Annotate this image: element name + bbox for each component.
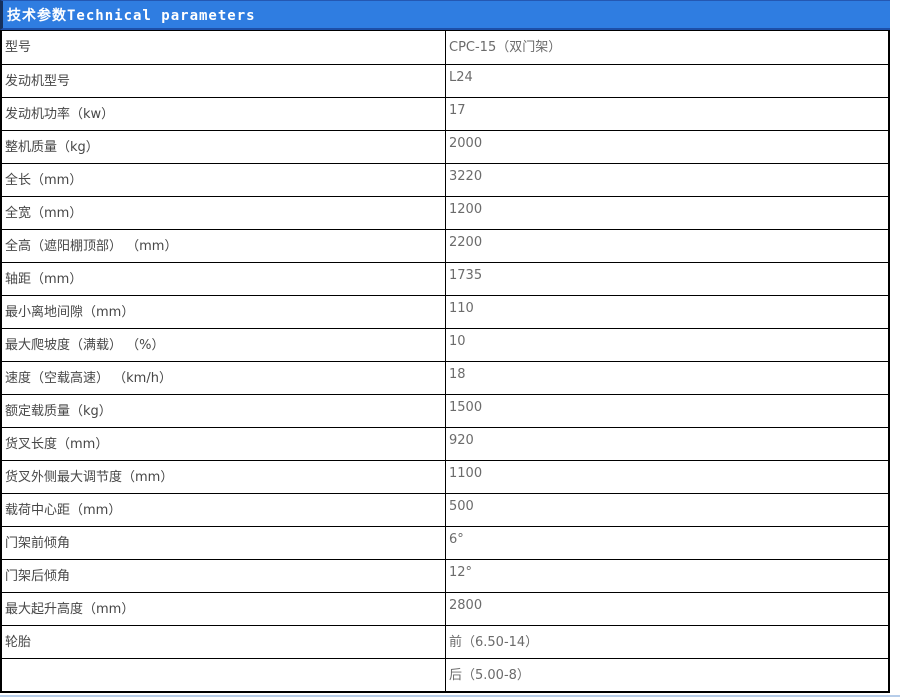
table-row: 载荷中心距（mm） 500 <box>2 493 888 526</box>
param-label-cell: 载荷中心距（mm） <box>2 494 446 526</box>
table-row: 货叉外侧最大调节度（mm） 1100 <box>2 460 888 493</box>
param-value-cell: 3220 <box>449 169 483 184</box>
param-label-cell: 整机质量（kg） <box>2 131 446 163</box>
param-value-cell: 后（5.00-8） <box>449 668 530 683</box>
param-label-cell: 最大起升高度（mm） <box>2 593 446 625</box>
table-row: 门架后倾角 12° <box>2 559 888 592</box>
param-value-cell: 500 <box>449 499 474 514</box>
param-value-cell: 前（6.50-14） <box>449 635 539 650</box>
table-row: 全宽（mm） 1200 <box>2 196 888 229</box>
table-row: 轮胎 前（6.50-14） <box>2 625 888 658</box>
table-row: 货叉长度（mm） 920 <box>2 427 888 460</box>
param-label-cell: 全长（mm） <box>2 164 446 196</box>
table-body: 型号 CPC-15（双门架） 发动机型号 L24 发动机功率（kw） 17 整机… <box>0 30 890 693</box>
table-row: 额定载质量（kg） 1500 <box>2 394 888 427</box>
param-value-cell: 12° <box>449 565 473 580</box>
param-value-cell: L24 <box>449 70 473 85</box>
param-label-cell: 货叉外侧最大调节度（mm） <box>2 461 446 493</box>
table-row: 最小离地间隙（mm） 110 <box>2 295 888 328</box>
table-row: 全长（mm） 3220 <box>2 163 888 196</box>
table-row: 发动机型号 L24 <box>2 64 888 97</box>
param-label-cell: 轮胎 <box>2 626 446 658</box>
param-value-cell: 2200 <box>449 235 483 250</box>
table-row: 最大爬坡度（满载） （%） 10 <box>2 328 888 361</box>
param-label-cell: 全宽（mm） <box>2 197 446 229</box>
param-value-cell: CPC-15（双门架） <box>449 40 562 55</box>
table-row: 轴距（mm） 1735 <box>2 262 888 295</box>
param-label-cell: 门架前倾角 <box>2 527 446 559</box>
table-row: 型号 CPC-15（双门架） <box>2 31 888 64</box>
page-bottom-divider <box>0 695 900 697</box>
table-row: 全高（遮阳棚顶部） （mm） 2200 <box>2 229 888 262</box>
table-row: 门架前倾角 6° <box>2 526 888 559</box>
param-label-cell: 型号 <box>2 31 446 64</box>
table-row: 速度（空载高速） （km/h） 18 <box>2 361 888 394</box>
param-label-cell <box>2 659 446 691</box>
param-label-cell: 全高（遮阳棚顶部） （mm） <box>2 230 446 262</box>
param-label-cell: 轴距（mm） <box>2 263 446 295</box>
param-value-cell: 1200 <box>449 202 483 217</box>
param-label-cell: 额定载质量（kg） <box>2 395 446 427</box>
table-title-bar: 技术参数Technical parameters <box>0 0 890 30</box>
param-value-cell: 1500 <box>449 400 483 415</box>
param-label-cell: 最小离地间隙（mm） <box>2 296 446 328</box>
param-value-cell: 920 <box>449 433 474 448</box>
table-row: 后（5.00-8） <box>2 658 888 691</box>
param-label-cell: 最大爬坡度（满载） （%） <box>2 329 446 361</box>
param-value-cell: 2800 <box>449 598 483 613</box>
param-label-cell: 速度（空载高速） （km/h） <box>2 362 446 394</box>
param-value-cell: 18 <box>449 367 466 382</box>
param-value-cell: 6° <box>449 532 464 547</box>
param-value-cell: 110 <box>449 301 474 316</box>
param-value-cell: 1100 <box>449 466 483 481</box>
param-value-cell: 17 <box>449 103 466 118</box>
param-label-cell: 发动机型号 <box>2 65 446 97</box>
param-value-cell: 2000 <box>449 136 483 151</box>
param-label-cell: 发动机功率（kw） <box>2 98 446 130</box>
table-row: 整机质量（kg） 2000 <box>2 130 888 163</box>
table-title: 技术参数Technical parameters <box>7 8 256 24</box>
table-row: 发动机功率（kw） 17 <box>2 97 888 130</box>
param-label-cell: 门架后倾角 <box>2 560 446 592</box>
param-value-cell: 1735 <box>449 268 483 283</box>
table-row: 最大起升高度（mm） 2800 <box>2 592 888 625</box>
param-label-cell: 货叉长度（mm） <box>2 428 446 460</box>
param-value-cell: 10 <box>449 334 466 349</box>
